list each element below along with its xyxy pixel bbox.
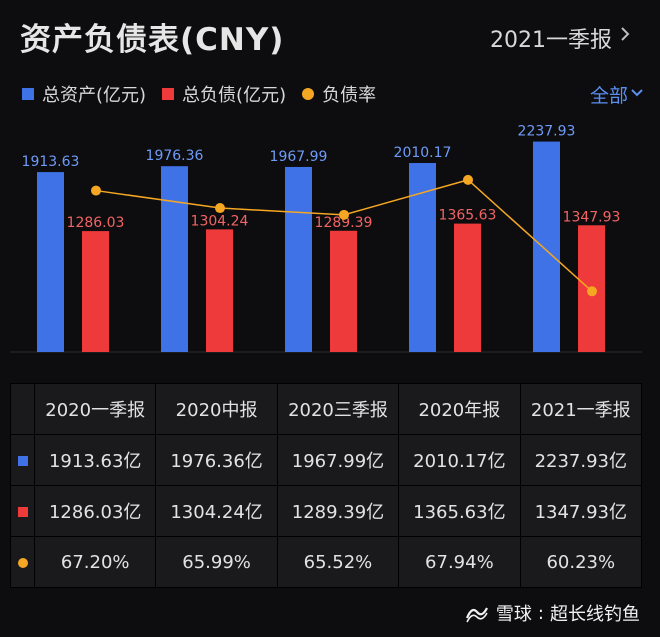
watermark-separator: : (537, 602, 544, 624)
bar-total-liabilities (206, 229, 233, 352)
bar-total-assets (409, 163, 436, 352)
table-row-total-assets: 1913.63亿 1976.36亿 1967.99亿 2010.17亿 2237… (10, 434, 643, 486)
table-cell: 67.20% (33, 536, 157, 588)
page-title: 资产负债表(CNY) (20, 22, 285, 58)
chevron-down-icon[interactable] (630, 86, 644, 100)
table-corner (10, 383, 35, 435)
watermark-author: 超长线钓鱼 (550, 604, 640, 625)
table-cell: 65.99% (155, 536, 278, 588)
data-label-total-assets: 1976.36 (146, 148, 204, 164)
table-cell: 1967.99亿 (276, 434, 400, 486)
table-header: 2020一季报 (33, 383, 157, 435)
table-cell: 1976.36亿 (155, 434, 278, 486)
balance-sheet-chart: 1913.63 1286.03 1976.36 1304.24 1967.99 1289.… (10, 124, 642, 353)
data-label-total-assets: 1967.99 (270, 149, 328, 165)
legend-item-total-liabilities[interactable]: 总负债(亿元) (162, 81, 286, 107)
chart-legend: 总资产(亿元) 总负债(亿元) 负债率 (22, 82, 392, 106)
data-table: 2020一季报 2020中报 2020三季报 2020年报 2021一季报 19… (10, 383, 643, 588)
data-label-total-assets: 2237.93 (518, 124, 576, 140)
legend-label: 总负债(亿元) (182, 85, 287, 106)
legend-label: 负债率 (322, 85, 377, 106)
bar-total-liabilities (82, 231, 109, 352)
table-cell: 1365.63亿 (398, 485, 521, 537)
point-debt-ratio (463, 174, 473, 185)
row-marker (10, 434, 35, 486)
point-debt-ratio (91, 185, 101, 196)
point-debt-ratio (587, 286, 597, 297)
table-cell: 1913.63亿 (33, 434, 157, 486)
row-marker (10, 485, 35, 537)
table-cell: 1304.24亿 (155, 485, 278, 537)
bar-total-assets (285, 166, 312, 352)
table-cell: 60.23% (519, 536, 643, 588)
data-label-total-liabilities: 1365.63 (439, 208, 497, 224)
filter-dropdown[interactable]: 全部 (589, 85, 628, 107)
bar-total-assets (533, 141, 560, 352)
table-row-total-liabilities: 1286.03亿 1304.24亿 1289.39亿 1365.63亿 1347… (10, 485, 643, 537)
chevron-right-icon[interactable] (618, 24, 632, 44)
table-cell: 1286.03亿 (33, 485, 157, 537)
xueqiu-logo-icon (465, 607, 488, 623)
legend-swatch (302, 88, 315, 100)
data-label-total-assets: 1913.63 (22, 154, 80, 170)
table-header: 2020中报 (155, 383, 278, 435)
bar-total-assets (161, 166, 188, 352)
table-cell: 67.94% (398, 536, 521, 588)
legend-swatch (162, 88, 175, 100)
watermark: 雪球 : 超长线钓鱼 (464, 600, 640, 626)
table-cell: 2237.93亿 (519, 434, 643, 486)
table-cell: 1289.39亿 (276, 485, 400, 537)
data-label-total-liabilities: 1286.03 (67, 215, 125, 231)
legend-item-total-assets[interactable]: 总资产(亿元) (22, 81, 146, 107)
data-label-total-liabilities: 1304.24 (191, 213, 249, 229)
table-cell: 2010.17亿 (398, 434, 521, 486)
table-row-debt-ratio: 67.20% 65.99% 65.52% 67.94% 60.23% (10, 536, 643, 588)
table-cell: 65.52% (276, 536, 400, 588)
legend-label: 总资产(亿元) (42, 85, 147, 106)
red-square-marker (17, 506, 28, 517)
legend-swatch (22, 88, 34, 100)
table-header-row: 2020一季报 2020中报 2020三季报 2020年报 2021一季报 (10, 383, 643, 435)
watermark-brand: 雪球 (495, 604, 532, 625)
data-label-total-assets: 2010.17 (394, 145, 452, 161)
table-header: 2020三季报 (276, 383, 400, 435)
point-debt-ratio (339, 209, 349, 220)
point-debt-ratio (215, 203, 225, 214)
period-selector[interactable]: 2021一季报 (490, 28, 612, 53)
data-label-total-liabilities: 1347.93 (563, 209, 621, 225)
data-label-total-liabilities: 1289.39 (315, 215, 373, 231)
row-marker (10, 536, 35, 588)
bar-total-liabilities (454, 223, 481, 352)
legend-item-debt-ratio[interactable]: 负债率 (302, 81, 376, 107)
table-cell: 1347.93亿 (519, 485, 643, 537)
bar-total-liabilities (330, 230, 357, 352)
blue-square-marker (17, 455, 28, 466)
bar-total-assets (37, 172, 64, 352)
header: 资产负债表(CNY) 2021一季报 (0, 0, 660, 74)
orange-dot-marker (17, 557, 28, 568)
table-header: 2021一季报 (519, 383, 643, 435)
table-header: 2020年报 (398, 383, 521, 435)
